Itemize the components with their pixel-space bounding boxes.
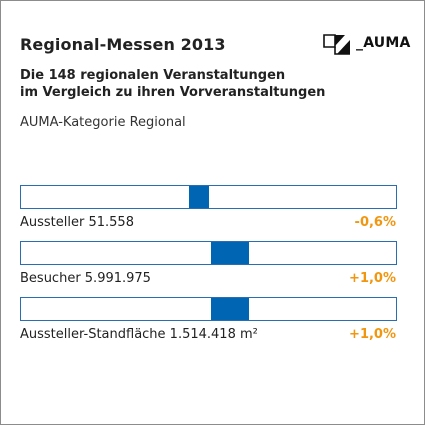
logo-text: _AUMA xyxy=(356,35,411,51)
row-label: Besucher 5.991.975 xyxy=(20,271,151,286)
category-label: AUMA-Kategorie Regional xyxy=(20,115,186,130)
bar-track xyxy=(20,297,397,321)
bar-track xyxy=(20,241,397,265)
row-change-value: +1,0% xyxy=(349,327,396,342)
auma-logo-icon xyxy=(323,34,350,55)
row-label: Aussteller-Standfläche 1.514.418 m² xyxy=(20,327,258,342)
subtitle-line-1: Die 148 regionalen Veranstaltungen xyxy=(20,68,286,83)
bar-marker xyxy=(188,186,209,208)
chart-subtitle: Die 148 regionalen Veranstaltungen im Ve… xyxy=(20,67,325,101)
row-label: Aussteller 51.558 xyxy=(20,215,134,230)
bar-track xyxy=(20,185,397,209)
auma-logo: _AUMA xyxy=(323,32,411,56)
chart-title: Regional-Messen 2013 xyxy=(20,35,226,54)
bar-marker xyxy=(210,242,249,264)
row-change-value: -0,6% xyxy=(354,215,396,230)
subtitle-line-2: im Vergleich zu ihren Vorveranstaltungen xyxy=(20,85,326,100)
bar-marker xyxy=(210,298,249,320)
row-change-value: +1,0% xyxy=(349,271,396,286)
